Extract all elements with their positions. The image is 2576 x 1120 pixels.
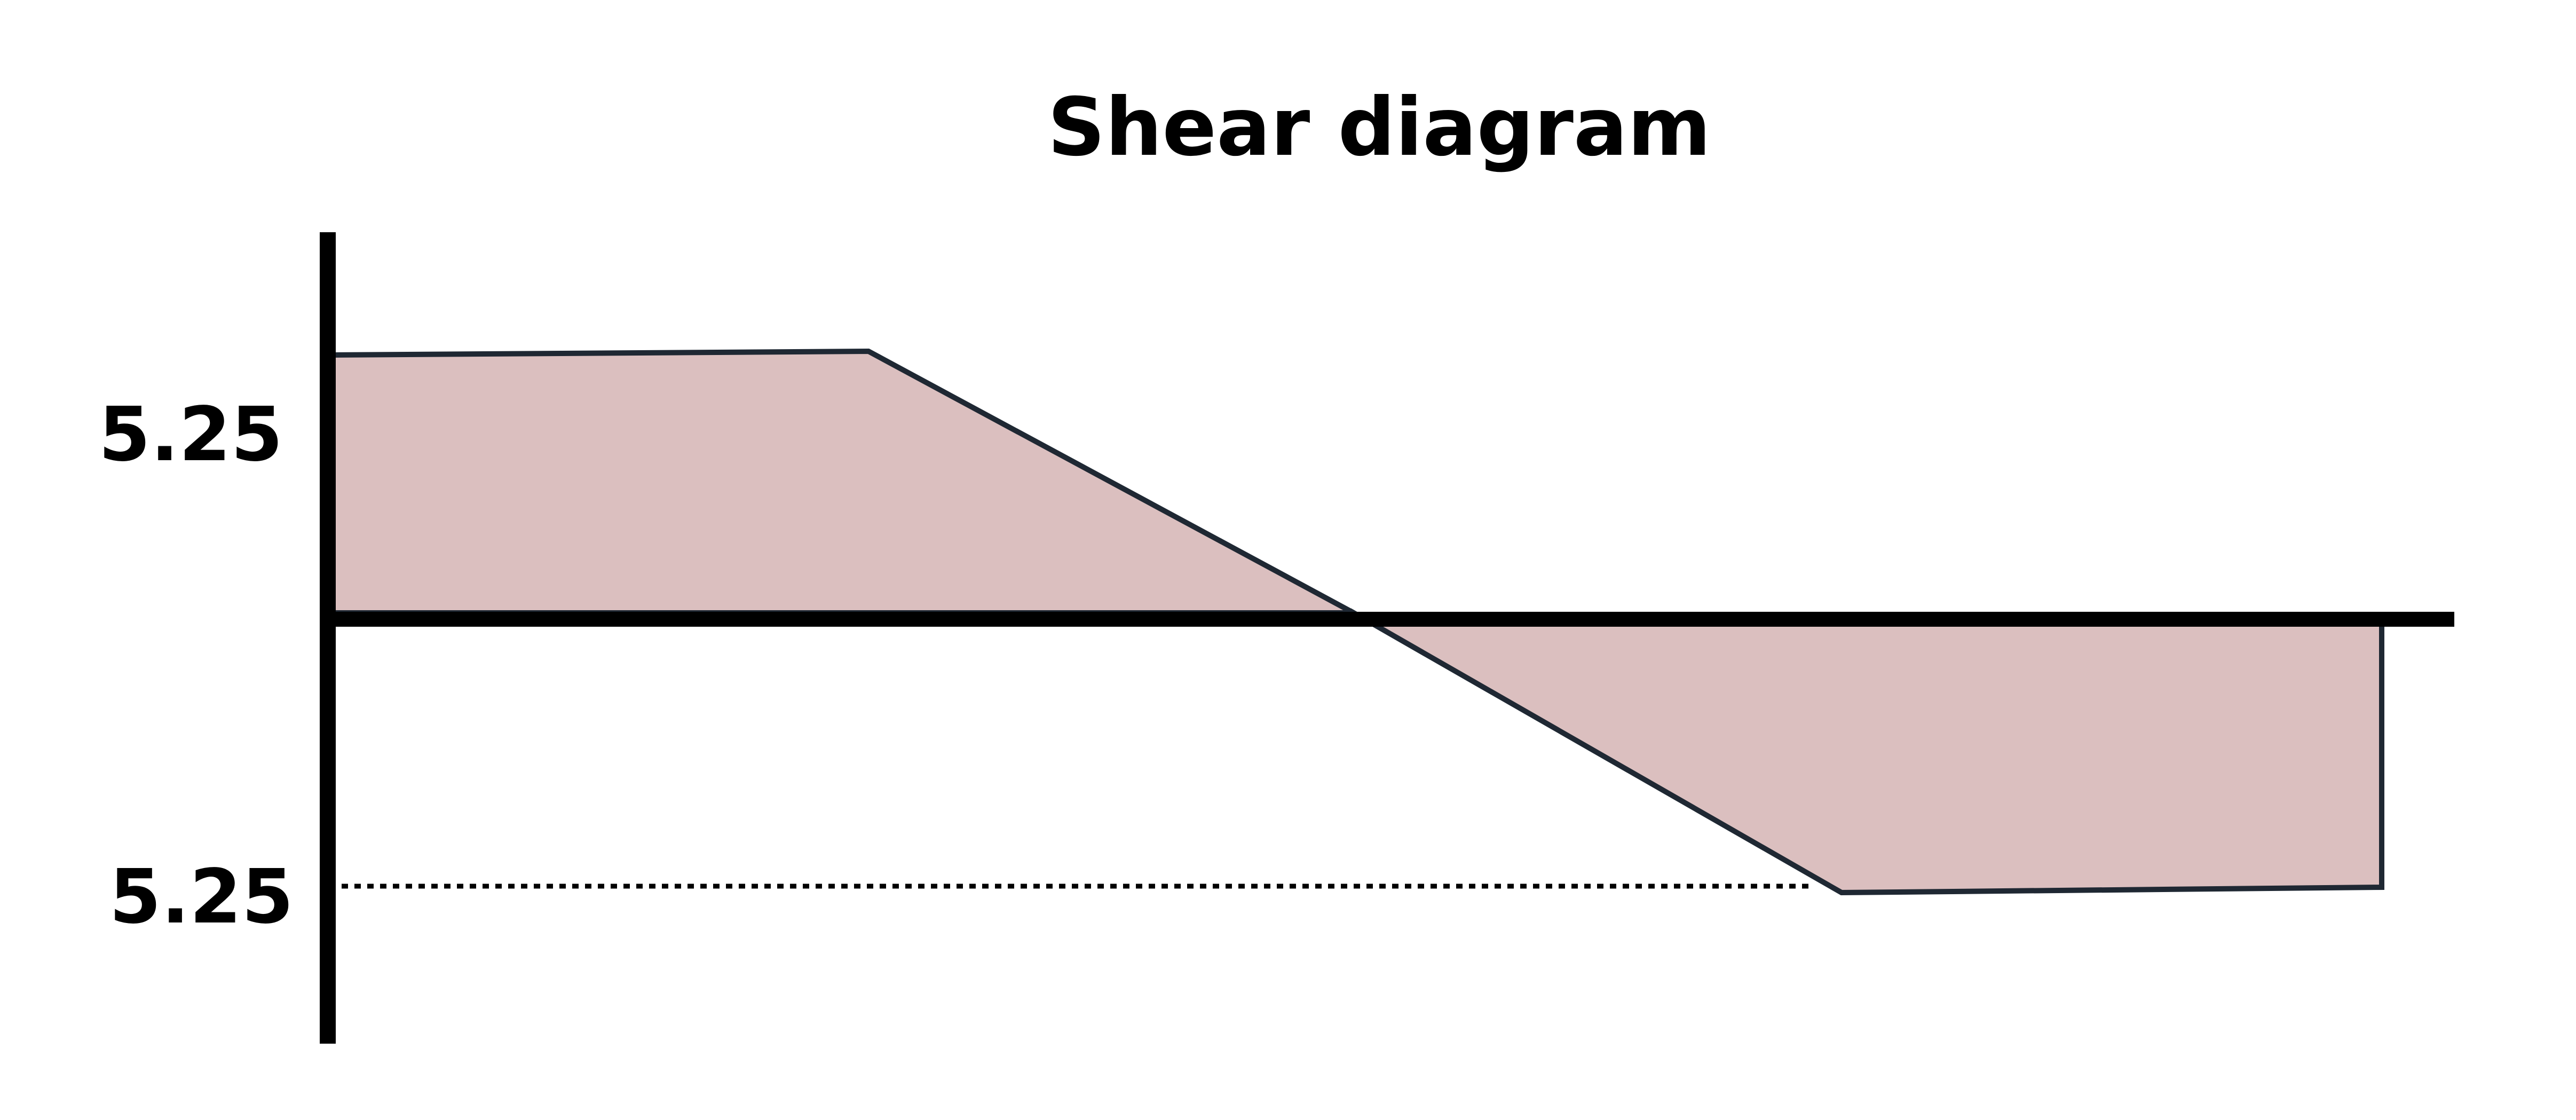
positive-shear-region [330, 348, 1355, 616]
negative-value-label: 5.25 [109, 854, 294, 941]
positive-value-label: 5.25 [99, 391, 283, 478]
negative-shear-region [1351, 608, 2384, 896]
diagram-title: Shear diagram [1048, 81, 1711, 174]
